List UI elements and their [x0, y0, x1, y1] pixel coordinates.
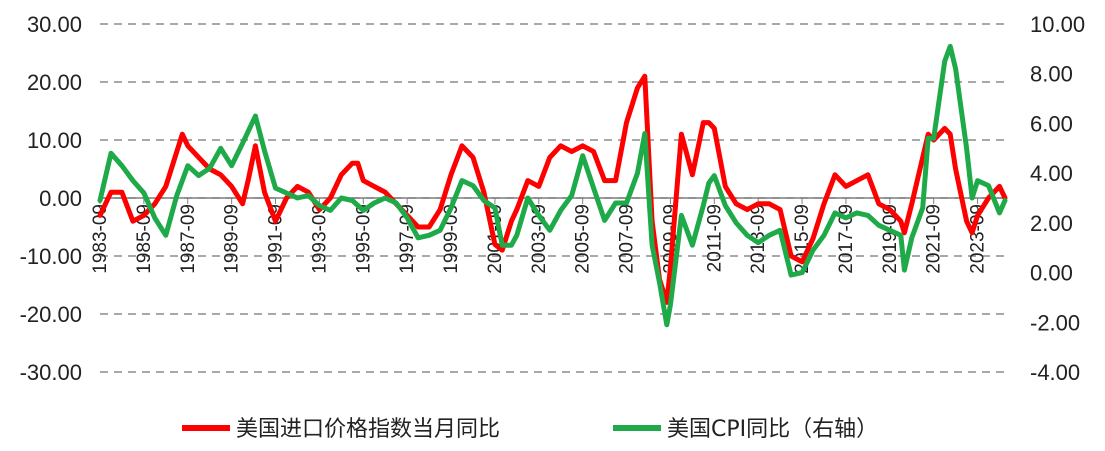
- right-tick-label: 6.00: [1030, 111, 1073, 136]
- x-tick-label: 2013-09: [748, 204, 769, 274]
- left-tick-label: 20.00: [27, 70, 82, 95]
- x-tick-label: 1985-09: [134, 204, 155, 274]
- legend: 美国进口价格指数当月同比 美国CPI同比（右轴）: [182, 417, 878, 442]
- x-tick-label: 2005-09: [573, 204, 594, 274]
- right-tick-label: -2.00: [1030, 310, 1080, 335]
- right-tick-label: 4.00: [1030, 161, 1073, 186]
- right-tick-label: 8.00: [1030, 62, 1073, 87]
- x-tick-label: 1987-09: [178, 204, 199, 274]
- series-line-1: [97, 73, 1008, 305]
- right-tick-label: 10.00: [1030, 12, 1085, 37]
- right-tick-label: 0.00: [1030, 261, 1073, 286]
- x-tick-label: 2019-09: [880, 204, 901, 274]
- x-tick-label: 2017-09: [836, 204, 857, 274]
- right-tick-label: 2.00: [1030, 211, 1073, 236]
- x-tick-label: 2011-09: [704, 204, 725, 272]
- x-tick-label: 2021-09: [924, 204, 945, 274]
- x-tick-label: 1989-09: [222, 204, 243, 274]
- left-tick-label: 10.00: [27, 128, 82, 153]
- right-axis-ticks: -4.00 -2.00 0.00 2.00 4.00 6.00 8.00 10.00: [1030, 12, 1085, 385]
- left-tick-label: -20.00: [20, 302, 82, 327]
- left-tick-label: -10.00: [20, 244, 82, 269]
- legend-label-1: 美国进口价格指数当月同比: [236, 417, 500, 442]
- x-axis-ticks: 1983-09 1985-09 1987-09 1989-09 1991-09 1993-…: [90, 198, 989, 274]
- series-line-2: [97, 43, 1008, 328]
- left-tick-label: 30.00: [27, 12, 82, 37]
- x-tick-label: 1995-09: [353, 204, 374, 274]
- x-tick-label: 1999-09: [441, 204, 462, 274]
- legend-label-2: 美国CPI同比（右轴）: [667, 417, 878, 442]
- left-tick-label: 0.00: [39, 186, 82, 211]
- x-tick-label: 1993-09: [309, 204, 330, 274]
- left-axis-ticks: -30.00 -20.00 -10.00 0.00 10.00 20.00 30.00: [20, 12, 82, 385]
- x-tick-label: 2007-09: [617, 204, 638, 274]
- right-tick-label: -4.00: [1030, 360, 1080, 385]
- x-tick-label: 1983-09: [90, 204, 111, 274]
- x-tick-label: 1991-09: [266, 204, 287, 274]
- x-tick-label: 2023-09: [968, 204, 989, 274]
- left-tick-label: -30.00: [20, 360, 82, 385]
- series-lines: [97, 43, 1008, 328]
